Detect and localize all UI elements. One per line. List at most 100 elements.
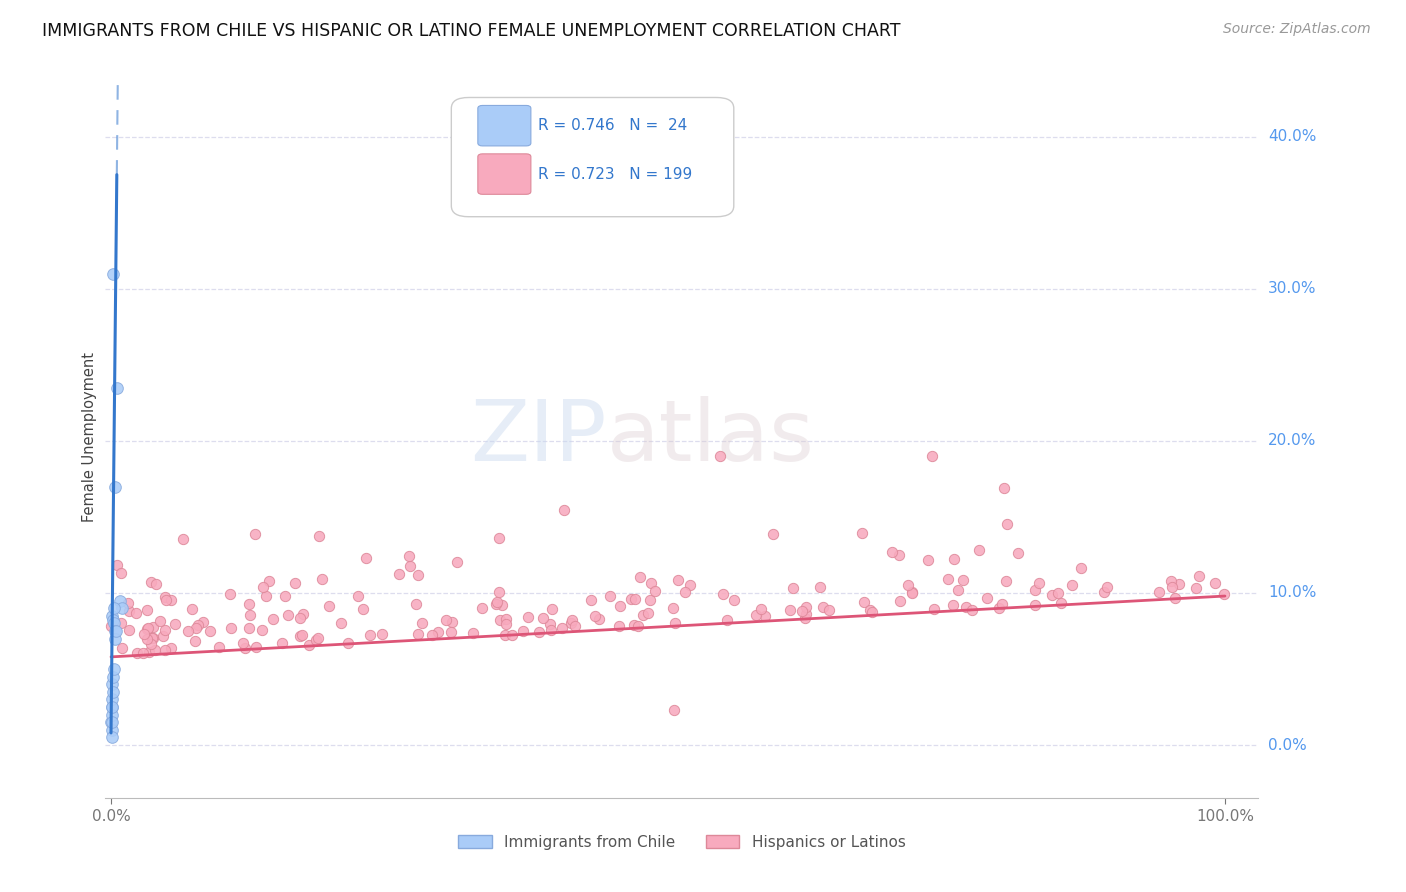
Point bbox=[1024, 583, 1046, 598]
Point bbox=[512, 624, 534, 639]
Text: 0.0%: 0.0% bbox=[1268, 738, 1306, 753]
Point bbox=[337, 636, 360, 650]
Point bbox=[662, 601, 685, 615]
Point bbox=[1204, 576, 1226, 591]
Point bbox=[716, 613, 738, 627]
Point bbox=[494, 627, 516, 641]
Point bbox=[292, 607, 315, 621]
Y-axis label: Female Unemployment: Female Unemployment bbox=[82, 352, 97, 522]
Point bbox=[607, 618, 630, 632]
Point bbox=[101, 267, 124, 281]
Point bbox=[152, 629, 174, 643]
Point bbox=[136, 621, 159, 635]
Text: 30.0%: 30.0% bbox=[1268, 281, 1316, 296]
Point bbox=[529, 625, 551, 640]
Point bbox=[105, 558, 128, 572]
Point bbox=[561, 614, 583, 628]
Point bbox=[100, 723, 122, 737]
Point bbox=[111, 601, 134, 615]
Point bbox=[744, 607, 766, 622]
Point bbox=[153, 643, 176, 657]
Point bbox=[257, 574, 280, 588]
Point bbox=[638, 593, 661, 607]
Point bbox=[398, 558, 420, 573]
Point bbox=[145, 577, 167, 591]
Point bbox=[808, 580, 831, 594]
Point bbox=[1149, 585, 1171, 599]
Point bbox=[100, 715, 122, 730]
Point bbox=[138, 645, 160, 659]
Point bbox=[305, 632, 328, 647]
Point bbox=[290, 611, 312, 625]
Point bbox=[243, 527, 266, 541]
Point bbox=[709, 449, 731, 463]
Point bbox=[284, 575, 307, 590]
Point bbox=[1062, 578, 1084, 592]
Point bbox=[1184, 581, 1206, 595]
Point bbox=[579, 593, 602, 607]
FancyBboxPatch shape bbox=[451, 97, 734, 217]
Point bbox=[531, 611, 554, 625]
Point bbox=[101, 685, 124, 699]
Point bbox=[994, 574, 1017, 589]
Point bbox=[538, 617, 561, 632]
Text: Source: ZipAtlas.com: Source: ZipAtlas.com bbox=[1223, 22, 1371, 37]
Point bbox=[551, 621, 574, 635]
Point bbox=[588, 612, 610, 626]
Point bbox=[193, 615, 215, 630]
Point bbox=[198, 624, 221, 638]
Point bbox=[218, 587, 240, 601]
Point bbox=[142, 620, 165, 634]
Point bbox=[136, 603, 159, 617]
Point bbox=[723, 592, 745, 607]
Point bbox=[245, 640, 267, 655]
Point bbox=[1092, 585, 1115, 599]
Point bbox=[796, 607, 818, 621]
Point bbox=[609, 599, 631, 614]
Point bbox=[620, 592, 643, 607]
Point bbox=[489, 614, 512, 628]
Point bbox=[942, 598, 965, 612]
Point bbox=[790, 604, 813, 618]
Point bbox=[495, 617, 517, 632]
Point bbox=[1007, 546, 1029, 560]
Point bbox=[1161, 580, 1184, 594]
Point bbox=[103, 624, 125, 638]
Point bbox=[101, 608, 124, 623]
Point bbox=[238, 598, 260, 612]
Text: 20.0%: 20.0% bbox=[1268, 434, 1316, 449]
Point bbox=[955, 599, 977, 614]
Point bbox=[897, 578, 920, 592]
Point bbox=[623, 592, 645, 607]
Point bbox=[187, 617, 209, 632]
Point bbox=[254, 589, 277, 603]
Point bbox=[277, 607, 299, 622]
Text: 40.0%: 40.0% bbox=[1268, 129, 1316, 145]
Point bbox=[782, 582, 804, 596]
Point bbox=[1040, 588, 1063, 602]
Point bbox=[599, 589, 621, 603]
Point bbox=[180, 602, 202, 616]
Point bbox=[141, 574, 163, 589]
Point bbox=[291, 627, 314, 641]
Point bbox=[141, 631, 163, 645]
Point bbox=[486, 595, 509, 609]
Point bbox=[471, 601, 494, 615]
Point bbox=[136, 622, 159, 636]
Point bbox=[993, 481, 1015, 495]
Point bbox=[352, 602, 374, 616]
Point bbox=[675, 585, 697, 599]
Point bbox=[560, 615, 582, 630]
Point bbox=[411, 615, 433, 630]
Point bbox=[488, 531, 510, 545]
Point bbox=[290, 629, 312, 643]
Point bbox=[796, 600, 818, 615]
Point bbox=[540, 601, 562, 615]
Point bbox=[901, 586, 924, 600]
Point bbox=[186, 621, 208, 635]
Point bbox=[633, 607, 655, 622]
Point bbox=[131, 646, 153, 660]
Text: IMMIGRANTS FROM CHILE VS HISPANIC OR LATINO FEMALE UNEMPLOYMENT CORRELATION CHAR: IMMIGRANTS FROM CHILE VS HISPANIC OR LAT… bbox=[42, 22, 901, 40]
Point bbox=[434, 613, 457, 627]
Point bbox=[101, 677, 124, 691]
